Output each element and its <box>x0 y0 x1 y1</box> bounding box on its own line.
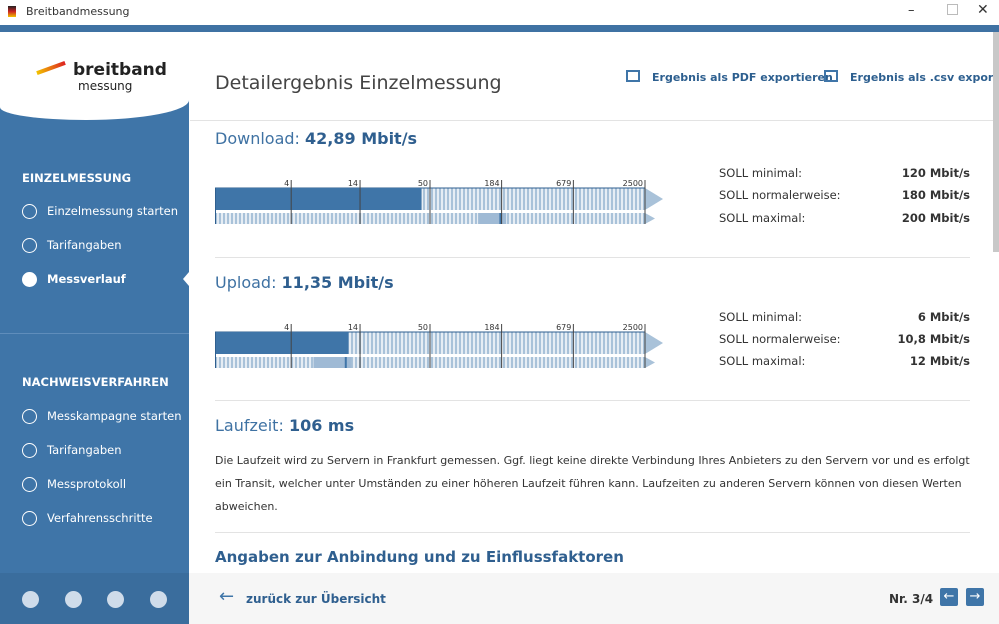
logo-subtext: messung <box>78 79 133 93</box>
home-icon[interactable] <box>22 591 39 608</box>
section-title: EINZELMESSUNG <box>22 171 132 185</box>
section-title: NACHWEISVERFAHREN <box>22 375 169 389</box>
tick-label: 4 <box>284 179 289 188</box>
soll-label: SOLL maximal: <box>719 211 806 225</box>
logo-swoosh <box>36 60 66 76</box>
measured-bar <box>215 332 349 354</box>
value: 106 ms <box>288 416 355 435</box>
tick-label: 50 <box>418 179 428 188</box>
tick-label: 14 <box>348 179 358 188</box>
upload-heading: Upload: 11,35 Mbit/s <box>215 273 394 292</box>
soll-label: SOLL normalerweise: <box>719 332 841 346</box>
tick-label: 4 <box>284 323 289 332</box>
soll-value: 10,8 Mbit/s <box>897 332 970 346</box>
soll-range <box>478 213 507 224</box>
app-icon <box>8 6 16 17</box>
tick-label: 50 <box>418 323 428 332</box>
back-link[interactable]: zurück zur Übersicht <box>246 592 386 606</box>
latency-text: Die Laufzeit wird zu Servern in Frankfur… <box>215 454 970 513</box>
nav-icon <box>22 443 37 458</box>
export-icon <box>824 70 838 82</box>
soll-value: 12 Mbit/s <box>909 354 970 368</box>
nav-icon <box>22 272 37 287</box>
nav-icon <box>22 238 37 253</box>
label: Download: <box>215 129 300 148</box>
soll-label: SOLL maximal: <box>719 354 806 368</box>
scale-arrow <box>645 188 663 210</box>
soll-value: 200 Mbit/s <box>901 211 970 225</box>
speed-scale: 4 14 50 184 679 2500 <box>215 323 663 368</box>
scale-arrow <box>645 332 663 354</box>
nav-item-active[interactable]: Messverlauf <box>47 272 126 286</box>
page-title: Detailergebnis Einzelmessung <box>215 72 502 94</box>
divider <box>190 120 999 121</box>
nav-item[interactable]: Messprotokoll <box>47 477 127 491</box>
nav-item[interactable]: Verfahrensschritte <box>47 511 153 525</box>
logo-area: breitband messung <box>0 32 189 120</box>
label: Upload: <box>215 273 277 292</box>
soll-arrow <box>645 357 655 368</box>
soll-label: SOLL normalerweise: <box>719 188 841 202</box>
logo-text: breitband <box>73 60 167 80</box>
nav-item[interactable]: Einzelmessung starten <box>47 204 178 218</box>
download-heading: Download: 42,89 Mbit/s <box>215 129 417 148</box>
chat-icon[interactable] <box>65 591 82 608</box>
soll-value: 6 Mbit/s <box>917 310 970 324</box>
tick-label: 2500 <box>623 323 643 332</box>
label: Laufzeit: <box>215 416 284 435</box>
nav-icon <box>22 409 37 424</box>
next-button[interactable]: → <box>966 588 984 606</box>
settings-icon[interactable] <box>150 591 167 608</box>
close[interactable]: ✕ <box>977 2 989 18</box>
speed-scale: 4 14 50 184 679 2500 <box>215 179 663 224</box>
divider <box>215 400 970 401</box>
soll-label: SOLL minimal: <box>719 310 803 324</box>
minimize[interactable]: – <box>908 3 915 18</box>
maximize[interactable] <box>947 4 958 15</box>
sidebar <box>0 32 189 624</box>
export-pdf[interactable]: Ergebnis als PDF exportieren <box>652 71 833 84</box>
prev-button[interactable]: ← <box>940 588 958 606</box>
export-csv[interactable]: Ergebnis als .csv exportieren <box>850 71 999 84</box>
scrollbar[interactable] <box>993 32 999 252</box>
info-icon[interactable] <box>107 591 124 608</box>
divider <box>215 532 970 533</box>
nav-item[interactable]: Tarifangaben <box>47 443 122 457</box>
latency-heading: Laufzeit: 106 ms <box>215 416 354 435</box>
back-arrow[interactable]: ← <box>219 586 235 607</box>
soll-value: 180 Mbit/s <box>901 188 970 202</box>
soll-value: 120 Mbit/s <box>901 166 970 180</box>
footer <box>189 573 999 624</box>
nav-icon <box>22 204 37 219</box>
nav-item[interactable]: Tarifangaben <box>47 238 122 252</box>
active-indicator <box>183 272 189 286</box>
soll-arrow <box>645 213 655 224</box>
nav-icon <box>22 511 37 526</box>
divider <box>215 257 970 258</box>
soll-range <box>313 357 352 368</box>
tick-label: 14 <box>348 323 358 332</box>
tick-label: 184 <box>484 323 499 332</box>
title-bar: Breitbandmessung – ✕ <box>0 0 999 25</box>
nav-item[interactable]: Messkampagne starten <box>47 409 182 423</box>
value: 11,35 Mbit/s <box>281 273 394 292</box>
page-indicator: Nr. 3/4 <box>889 592 934 606</box>
nav-icon <box>22 477 37 492</box>
tick-label: 184 <box>484 179 499 188</box>
measured-bar <box>215 188 422 210</box>
section-heading: Angaben zur Anbindung und zu Einflussfak… <box>215 548 624 566</box>
soll-label: SOLL minimal: <box>719 166 803 180</box>
tick-label: 679 <box>556 179 571 188</box>
value: 42,89 Mbit/s <box>305 129 418 148</box>
sidebar-divider <box>0 333 189 334</box>
tick-label: 679 <box>556 323 571 332</box>
export-icon <box>626 70 640 82</box>
header-strip <box>0 25 999 32</box>
tick-label: 2500 <box>623 179 643 188</box>
window-title: Breitbandmessung <box>26 5 130 18</box>
